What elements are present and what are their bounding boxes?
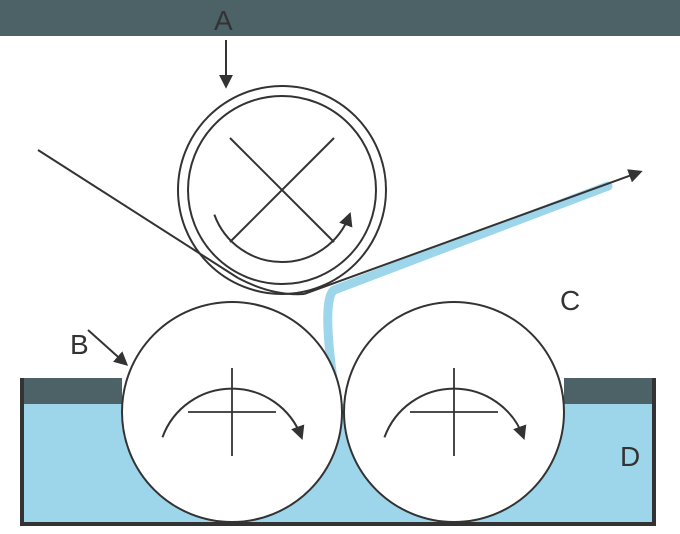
tank-wall-right — [652, 378, 656, 526]
tank-cover-band-right — [564, 378, 652, 404]
label-b: B — [70, 329, 89, 360]
label-a: A — [214, 5, 233, 36]
label-c: C — [560, 285, 580, 316]
coating-diagram: A B C D — [0, 0, 680, 534]
label-d: D — [620, 441, 640, 472]
tank-cover-band-left — [24, 378, 122, 404]
pointer-arrow-b — [88, 330, 126, 364]
top-band — [0, 0, 680, 36]
tank-wall-left — [20, 378, 24, 526]
applicator-roller-right — [344, 302, 564, 522]
applicator-roller-left — [122, 302, 342, 522]
film-roll — [178, 86, 386, 294]
tank-wall-bottom — [20, 522, 656, 526]
